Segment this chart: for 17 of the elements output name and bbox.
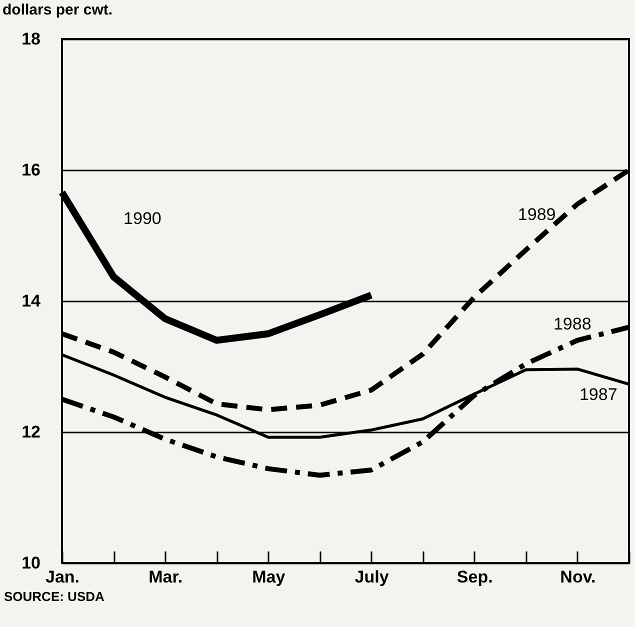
series-label: 1987 bbox=[579, 385, 618, 404]
x-tick-label: July bbox=[354, 568, 390, 586]
x-tick-label: Jan. bbox=[45, 568, 80, 586]
x-tick-label: Nov. bbox=[560, 568, 596, 586]
source-note: SOURCE: USDA bbox=[4, 589, 106, 604]
y-tick-label: 10 bbox=[22, 554, 40, 572]
x-tick-label: May bbox=[252, 568, 286, 586]
text: 1990 bbox=[124, 208, 162, 228]
x-tick-label: Sep. bbox=[456, 568, 493, 586]
y-tick-label: 18 bbox=[22, 30, 40, 48]
x-tick-label: Mar. bbox=[148, 568, 183, 586]
y-tick-label: 14 bbox=[22, 292, 42, 310]
y-tick-label: 16 bbox=[22, 160, 40, 180]
series-label: 1989 bbox=[518, 204, 556, 224]
y-axis-title: dollars per cwt. bbox=[2, 2, 113, 18]
series-label: 1988 bbox=[553, 314, 592, 334]
y-tick-label: 12 bbox=[22, 422, 40, 442]
